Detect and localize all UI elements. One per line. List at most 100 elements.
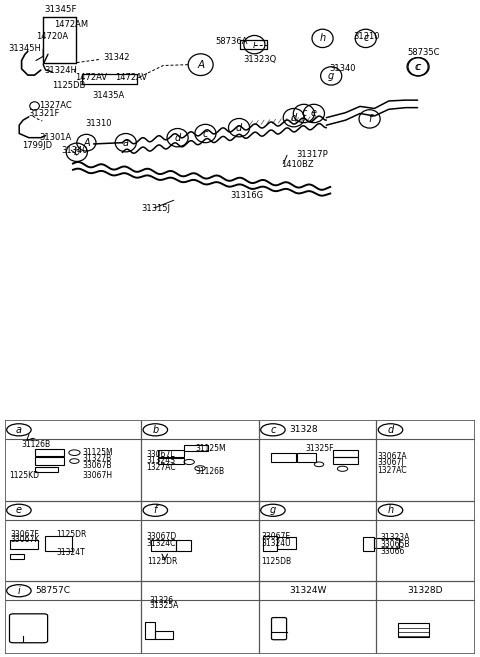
Text: 33067K: 33067K	[11, 535, 40, 545]
Text: 33066: 33066	[380, 547, 405, 556]
Text: 31327B: 31327B	[83, 455, 112, 463]
Text: c: c	[203, 129, 208, 139]
Text: 31324H: 31324H	[44, 66, 77, 76]
Text: 33067L: 33067L	[146, 450, 175, 459]
Text: 31325F: 31325F	[306, 443, 335, 453]
Text: 31126B: 31126B	[21, 440, 50, 449]
Text: 31340: 31340	[329, 64, 355, 73]
Text: 31126B: 31126B	[195, 467, 225, 476]
Text: 31310: 31310	[85, 118, 112, 127]
Text: 31342: 31342	[103, 53, 130, 62]
Text: 33065B: 33065B	[380, 540, 409, 549]
Text: c: c	[270, 425, 276, 435]
Text: 31324U: 31324U	[261, 539, 291, 548]
Bar	[11, 540, 38, 549]
Text: f: f	[154, 505, 157, 515]
Bar	[36, 449, 63, 457]
Text: A: A	[197, 60, 204, 70]
Text: 33067H: 33067H	[83, 470, 112, 480]
Text: 33067J: 33067J	[377, 459, 404, 467]
Text: d: d	[236, 123, 242, 133]
Text: d: d	[387, 425, 394, 435]
Text: 1472AM: 1472AM	[54, 20, 88, 29]
Text: A: A	[83, 138, 90, 148]
Text: 31345F: 31345F	[45, 5, 77, 14]
Bar	[333, 457, 358, 464]
Text: 31315J: 31315J	[142, 204, 170, 213]
Text: i: i	[18, 586, 20, 596]
Text: 33067A: 33067A	[377, 452, 407, 461]
Text: b: b	[152, 425, 158, 435]
Text: c: c	[416, 62, 421, 72]
Text: 1410BZ: 1410BZ	[281, 160, 313, 169]
Text: 31310: 31310	[353, 32, 379, 41]
Text: 1125DR: 1125DR	[147, 557, 177, 566]
Text: 58735C: 58735C	[407, 49, 440, 57]
Text: 31321F: 31321F	[28, 110, 59, 118]
Text: 31324T: 31324T	[57, 548, 85, 556]
Text: 58757C: 58757C	[36, 586, 71, 595]
Text: 31317P: 31317P	[297, 150, 328, 159]
Text: 1799JD: 1799JD	[22, 141, 52, 150]
Bar	[157, 449, 183, 457]
Text: 31323Q: 31323Q	[243, 55, 276, 64]
Bar	[156, 631, 173, 639]
Bar	[157, 458, 183, 464]
Text: 33067F: 33067F	[11, 530, 39, 539]
Text: 58736A: 58736A	[215, 37, 248, 46]
Bar	[271, 453, 297, 463]
Text: a: a	[123, 138, 129, 148]
Text: f: f	[368, 114, 372, 124]
Bar	[36, 457, 63, 464]
Bar	[333, 449, 358, 457]
Bar	[298, 453, 316, 463]
Text: a: a	[16, 425, 22, 435]
Text: 31345H: 31345H	[9, 44, 41, 53]
Text: g: g	[328, 71, 335, 81]
Text: 1472AV: 1472AV	[75, 73, 107, 82]
Bar	[373, 538, 399, 547]
Text: 1327AC: 1327AC	[146, 463, 176, 472]
Bar	[45, 536, 72, 551]
Text: c: c	[301, 108, 307, 118]
Bar	[151, 540, 177, 551]
Text: 33067D: 33067D	[147, 532, 177, 541]
Text: 31316G: 31316G	[230, 191, 264, 200]
Bar	[398, 623, 429, 637]
Text: 31323A: 31323A	[380, 533, 409, 541]
Text: 31125M: 31125M	[83, 448, 113, 457]
Bar	[177, 540, 191, 551]
Text: 31324S: 31324S	[146, 456, 175, 465]
Text: g: g	[270, 505, 276, 515]
Text: c: c	[363, 34, 369, 43]
Text: 1472AV: 1472AV	[115, 73, 147, 82]
Text: 31328: 31328	[289, 425, 318, 434]
Text: 1327AC: 1327AC	[39, 101, 72, 110]
Bar	[11, 554, 24, 559]
Text: d: d	[174, 133, 181, 143]
Bar	[263, 536, 276, 551]
Text: b: b	[73, 147, 80, 157]
Bar	[276, 537, 297, 549]
Text: 31301A: 31301A	[39, 133, 72, 142]
Text: 31326: 31326	[150, 596, 174, 604]
Text: 33067E: 33067E	[261, 532, 290, 541]
Text: e: e	[311, 108, 317, 118]
Text: h: h	[320, 34, 325, 43]
Text: 1327AC: 1327AC	[377, 466, 407, 475]
Text: c: c	[415, 62, 420, 72]
Text: 31325A: 31325A	[150, 601, 179, 610]
Text: 14720A: 14720A	[36, 32, 68, 41]
Text: h: h	[387, 505, 394, 515]
Bar	[183, 445, 208, 451]
Bar	[363, 537, 373, 551]
Text: 31324W: 31324W	[289, 586, 327, 595]
Text: d: d	[290, 112, 297, 123]
Bar	[36, 466, 58, 472]
Bar	[145, 622, 156, 639]
Text: 31125M: 31125M	[195, 443, 226, 453]
Text: 33067B: 33067B	[83, 461, 112, 470]
Text: 1125DR: 1125DR	[57, 530, 87, 539]
Text: 1125DB: 1125DB	[261, 557, 291, 566]
Text: 31328D: 31328D	[407, 586, 443, 595]
